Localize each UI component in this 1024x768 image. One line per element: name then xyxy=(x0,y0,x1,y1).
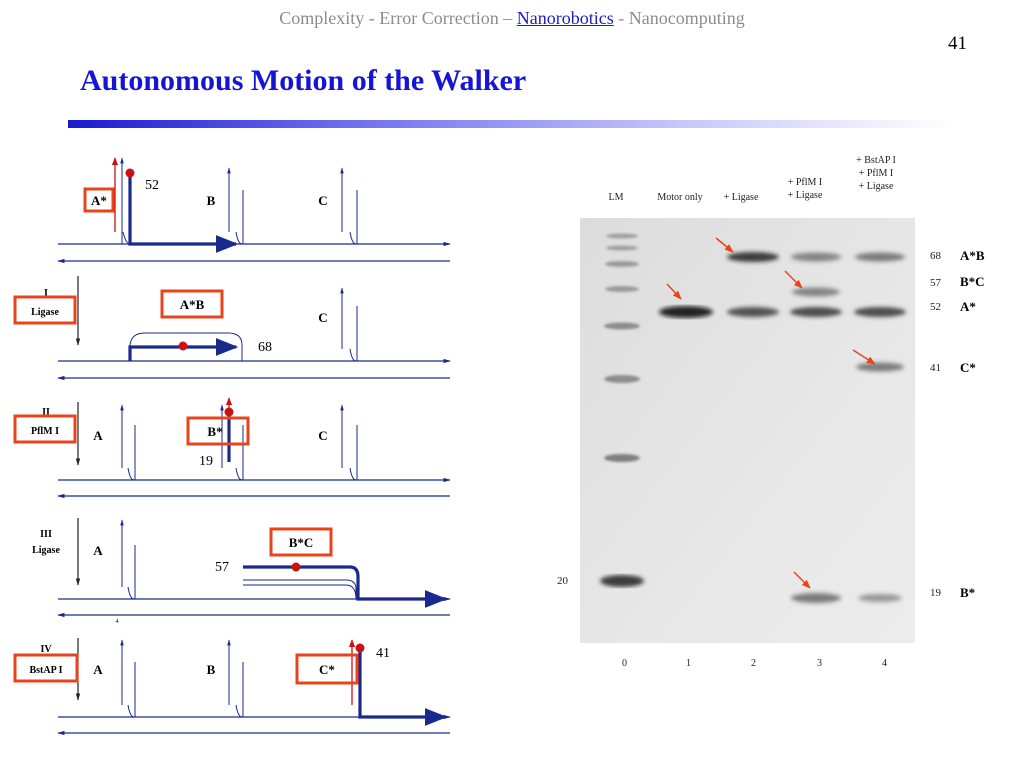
gel-figure: LM Motor only + Ligase + PflM I + Ligase… xyxy=(540,150,1020,680)
diagram-step-2: II PflM I A B* 19 C xyxy=(13,397,451,499)
step2-length: 19 xyxy=(199,454,213,469)
step2-numeral: II xyxy=(42,407,50,418)
step3-small-mark: 4 xyxy=(116,619,119,625)
gel-lane-number-4: 4 xyxy=(882,658,887,669)
gel-lane-header-0: LM xyxy=(608,192,624,203)
breadcrumb: Complexity - Error Correction – Nanorobo… xyxy=(0,8,1024,29)
gel-lane-number-2: 2 xyxy=(751,658,756,669)
gel-band-name-52: A* xyxy=(960,299,976,314)
step1-length: 68 xyxy=(258,340,272,355)
step2-label-b: B* xyxy=(207,424,222,439)
step3-label-bc: B*C xyxy=(289,535,314,550)
step4-enzyme: BstAP I xyxy=(29,665,62,676)
step0-label-a: A* xyxy=(91,193,107,208)
step1-label-c: C xyxy=(318,310,327,325)
walker-diagram: A* B C 52 I Ligase A*B C 68 II PflM I A xyxy=(13,157,451,736)
gel-image xyxy=(580,218,915,643)
diagram-step-0: A* B C 52 xyxy=(57,157,451,264)
gel-lane-header-3: + PflM I + Ligase xyxy=(787,177,823,201)
step1-label-ab: A*B xyxy=(180,297,205,312)
diagram-step-1: I Ligase A*B C 68 xyxy=(13,276,451,381)
step1-enzyme: Ligase xyxy=(31,307,59,318)
breadcrumb-item-nanorobotics[interactable]: Nanorobotics xyxy=(516,8,614,28)
gel-band-name-68: A*B xyxy=(960,248,985,263)
gel-band-size-41: 41 xyxy=(930,362,941,374)
breadcrumb-item-nanocomputing: - Nanocomputing xyxy=(613,8,745,28)
gel-lane-number-1: 1 xyxy=(686,658,691,669)
gel-band-name-57: B*C xyxy=(960,274,985,289)
step0-label-b: B xyxy=(207,193,216,208)
diagram-step-4: IV BstAP I A B C* 41 xyxy=(13,638,451,736)
gel-lane-header-2: + Ligase xyxy=(723,192,759,203)
gel-band-size-57: 57 xyxy=(930,277,941,289)
gel-lane-number-0: 0 xyxy=(622,658,627,669)
step1-numeral: I xyxy=(44,288,48,299)
breadcrumb-item-complexity: Complexity - Error Correction – xyxy=(279,8,517,28)
gel-band-size-68: 68 xyxy=(930,250,941,262)
gel-lane-header-4: + BstAP I + PflM I + Ligase xyxy=(856,155,896,192)
gel-band-size-52: 52 xyxy=(930,301,941,313)
gel-lane-number-3: 3 xyxy=(817,658,822,669)
gel-marker-size: 20 xyxy=(557,575,568,587)
diagram-step-3: III Ligase A 4 B*C 57 xyxy=(32,518,451,625)
step4-label-b: B xyxy=(207,662,216,677)
step3-length: 57 xyxy=(215,560,229,575)
step4-label-c: C* xyxy=(319,662,335,677)
step4-numeral: IV xyxy=(40,644,52,655)
gel-band-size-19: 19 xyxy=(930,587,941,599)
gel-lane-header-1: Motor only xyxy=(657,192,703,203)
step2-enzyme: PflM I xyxy=(31,426,59,437)
step4-label-a: A xyxy=(93,662,103,677)
step2-label-a: A xyxy=(93,428,103,443)
gel-band-name-19: B* xyxy=(960,585,976,600)
slide-number: 41 xyxy=(948,33,967,54)
step0-label-c: C xyxy=(318,193,327,208)
step3-enzyme: Ligase xyxy=(32,545,60,556)
step0-length: 52 xyxy=(145,178,159,193)
step3-numeral: III xyxy=(40,529,52,540)
step3-label-a: A xyxy=(93,543,103,558)
step4-length: 41 xyxy=(376,646,390,661)
title-divider xyxy=(68,120,953,128)
step2-label-c: C xyxy=(318,428,327,443)
gel-band-name-41: C* xyxy=(960,360,976,375)
slide-title: Autonomous Motion of the Walker xyxy=(80,64,527,97)
